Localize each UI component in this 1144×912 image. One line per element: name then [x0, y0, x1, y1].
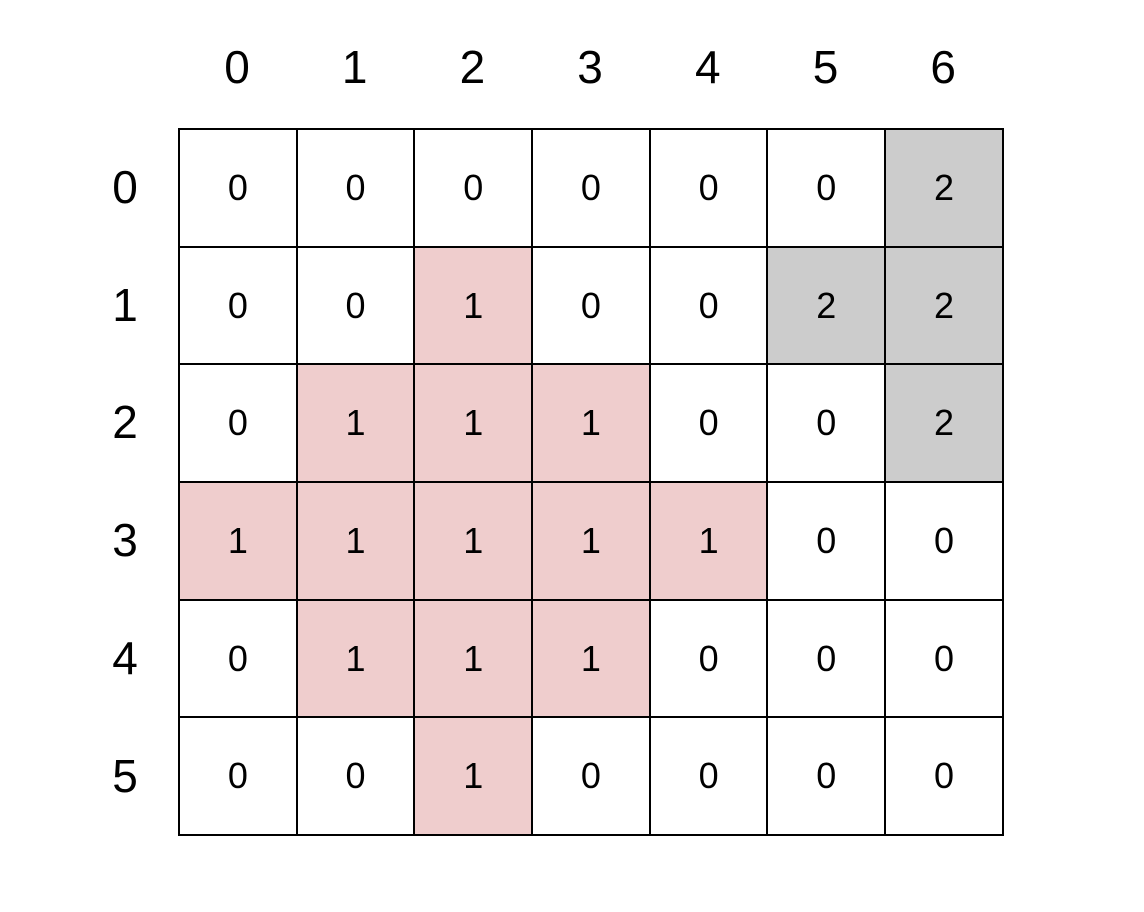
grid-cell: 2 — [886, 365, 1004, 484]
row-label: 0 — [112, 161, 138, 213]
grid-cell: 1 — [180, 483, 298, 601]
grid-cell: 0 — [180, 600, 298, 719]
grid-cell: 1 — [533, 483, 651, 601]
grid-cell: 0 — [768, 365, 887, 484]
grid-cell: 0 — [886, 718, 1004, 837]
grid-cell: 2 — [886, 247, 1004, 366]
row-label: 5 — [112, 749, 138, 802]
column-label: 6 — [930, 41, 956, 93]
grid-cell: 0 — [180, 365, 298, 484]
grid-cell: 2 — [768, 247, 887, 366]
grid-cell: 0 — [533, 718, 651, 837]
row-label: 1 — [112, 278, 138, 331]
grid-cell: 0 — [533, 247, 651, 366]
grid-cell: 1 — [650, 483, 769, 601]
grid-cell: 0 — [180, 247, 298, 366]
grid-cell: 0 — [650, 365, 769, 484]
grid-cell: 0 — [415, 130, 534, 248]
grid-cell: 0 — [533, 130, 651, 248]
grid-cell: 0 — [886, 600, 1004, 719]
grid-cell: 0 — [297, 718, 416, 837]
grid-cell: 1 — [415, 365, 534, 484]
grid-cell: 0 — [650, 718, 769, 837]
column-label: 1 — [341, 41, 368, 93]
row-label: 4 — [112, 631, 138, 684]
grid-cell: 0 — [768, 718, 887, 837]
column-label: 4 — [695, 41, 721, 93]
grid-cell: 1 — [533, 365, 651, 484]
grid-cell: 0 — [297, 130, 416, 248]
grid-cell: 1 — [415, 483, 534, 601]
grid-cell: 0 — [650, 600, 769, 719]
column-label: 5 — [812, 41, 839, 93]
grid-cell: 0 — [650, 130, 769, 248]
grid-cell: 1 — [297, 600, 416, 719]
row-label: 3 — [112, 514, 138, 567]
grid-cell: 0 — [768, 130, 887, 248]
grid-cell: 0 — [180, 130, 298, 248]
grid-cell: 1 — [533, 600, 651, 719]
column-label: 3 — [577, 41, 603, 93]
row-label: 2 — [112, 396, 138, 449]
column-label: 2 — [459, 41, 486, 93]
grid-cell: 1 — [415, 600, 534, 719]
grid-cell: 1 — [297, 483, 416, 601]
grid-cell: 2 — [886, 130, 1004, 248]
grid-cell: 0 — [768, 483, 887, 601]
column-label: 0 — [224, 41, 250, 93]
grid-cell: 1 — [415, 247, 534, 366]
grid-cell: 0 — [768, 600, 887, 719]
grid-cell: 1 — [297, 365, 416, 484]
grid-cell: 0 — [180, 718, 298, 837]
grid-cell: 1 — [415, 718, 534, 837]
grid-cell: 0 — [650, 247, 769, 366]
grid-cell: 0 — [886, 483, 1004, 601]
grid-cell: 0 — [297, 247, 416, 366]
